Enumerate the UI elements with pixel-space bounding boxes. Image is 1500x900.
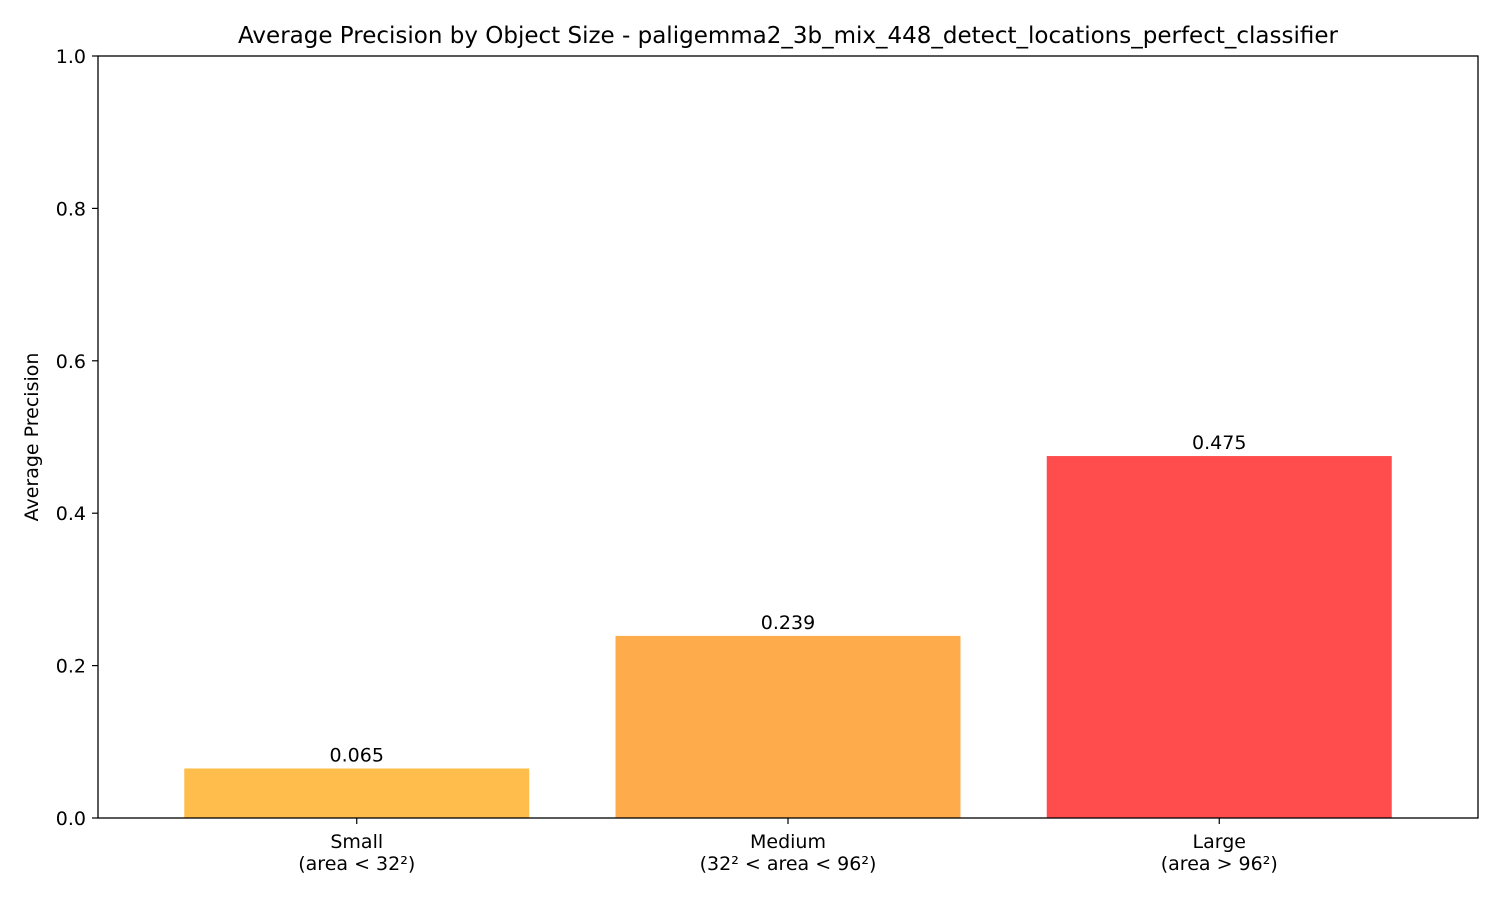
y-tick-label: 0.0 bbox=[56, 808, 86, 830]
y-tick-label: 1.0 bbox=[56, 46, 86, 68]
y-axis-label: Average Precision bbox=[21, 353, 43, 522]
x-tick-label: Small bbox=[330, 831, 383, 853]
y-tick-label: 0.2 bbox=[56, 656, 86, 678]
bar bbox=[615, 635, 961, 818]
x-tick-label: Large bbox=[1193, 831, 1246, 853]
x-tick-label: (area < 32²) bbox=[298, 853, 415, 875]
bar-value-label: 0.475 bbox=[1192, 432, 1246, 454]
bar-value-label: 0.065 bbox=[330, 744, 384, 766]
plot-area: 0.065 Small(area < 32²) 0.239 Medium(32² < … bbox=[56, 46, 1479, 875]
x-tick-label: (32² < area < 96²) bbox=[700, 853, 877, 875]
x-tick-label: (area > 96²) bbox=[1161, 853, 1278, 875]
bar bbox=[1046, 456, 1392, 818]
y-tick-label: 0.6 bbox=[56, 351, 86, 373]
y-tick-label: 0.8 bbox=[56, 198, 86, 220]
plot-frame bbox=[97, 55, 1479, 819]
bar-value-label: 0.239 bbox=[761, 612, 815, 634]
y-tick-label: 0.4 bbox=[56, 503, 86, 525]
chart-title: Average Precision by Object Size - palig… bbox=[238, 23, 1338, 49]
x-tick-label: Medium bbox=[750, 831, 826, 853]
bar bbox=[184, 768, 530, 818]
